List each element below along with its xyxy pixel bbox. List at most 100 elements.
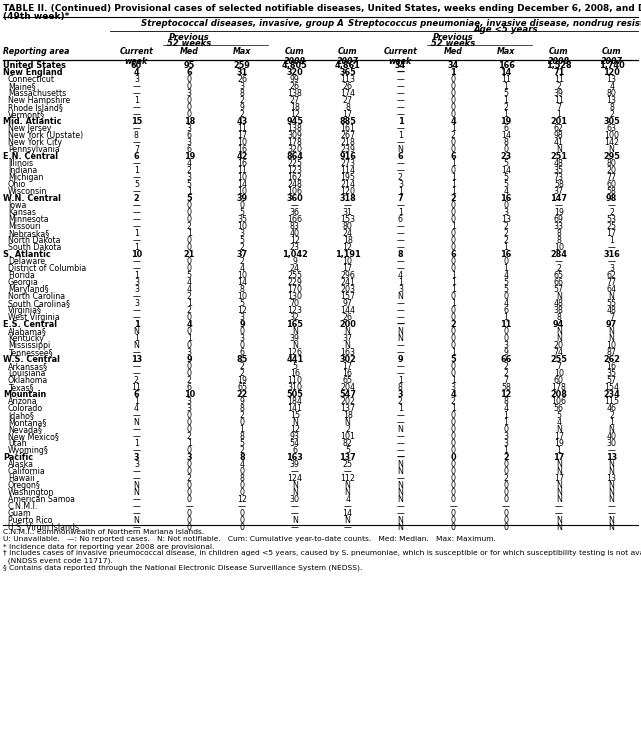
Text: 8: 8 xyxy=(240,404,244,413)
Text: N: N xyxy=(609,334,615,344)
Text: N: N xyxy=(556,467,562,476)
Text: 0: 0 xyxy=(503,334,508,344)
Text: 58: 58 xyxy=(606,187,617,196)
Text: 38: 38 xyxy=(554,307,563,316)
Text: 0: 0 xyxy=(451,215,456,224)
Text: 62: 62 xyxy=(606,271,617,280)
Text: 21: 21 xyxy=(183,251,195,259)
Text: Texas§: Texas§ xyxy=(8,384,33,393)
Text: 16: 16 xyxy=(342,369,353,378)
Text: 0: 0 xyxy=(240,202,244,211)
Text: 0: 0 xyxy=(451,481,456,490)
Text: 0: 0 xyxy=(503,495,508,504)
Text: 31: 31 xyxy=(342,208,353,217)
Text: 6: 6 xyxy=(292,446,297,455)
Text: 255: 255 xyxy=(551,356,567,365)
Text: 7: 7 xyxy=(609,313,614,322)
Text: 0: 0 xyxy=(503,488,508,498)
Text: 30: 30 xyxy=(606,439,617,448)
Text: 11: 11 xyxy=(554,76,564,85)
Text: 1: 1 xyxy=(451,299,456,308)
Text: 10: 10 xyxy=(342,257,353,267)
Text: 4: 4 xyxy=(187,320,192,329)
Text: Med: Med xyxy=(444,47,463,56)
Text: Florida: Florida xyxy=(8,271,35,280)
Text: 8: 8 xyxy=(556,313,562,322)
Text: 63: 63 xyxy=(606,125,617,134)
Text: 2: 2 xyxy=(240,97,244,105)
Text: 123: 123 xyxy=(287,166,303,175)
Text: N: N xyxy=(609,523,615,532)
Text: 239: 239 xyxy=(340,145,355,154)
Text: C.N.M.I.: Commonwealth of Northern Mariana Islands.: C.N.M.I.: Commonwealth of Northern Maria… xyxy=(3,529,204,535)
Text: 1: 1 xyxy=(187,299,192,308)
Text: 10: 10 xyxy=(183,390,195,399)
Text: 0: 0 xyxy=(451,369,456,378)
Text: 98: 98 xyxy=(606,194,617,203)
Text: 0: 0 xyxy=(187,313,192,322)
Text: 1: 1 xyxy=(451,348,456,357)
Text: 83: 83 xyxy=(290,222,300,231)
Text: Rhode Island§: Rhode Island§ xyxy=(8,103,63,112)
Text: 14: 14 xyxy=(237,279,247,288)
Text: 120: 120 xyxy=(603,68,620,77)
Text: 62: 62 xyxy=(554,125,564,134)
Text: 39: 39 xyxy=(290,334,300,344)
Text: New Mexico§: New Mexico§ xyxy=(8,433,59,442)
Text: 1: 1 xyxy=(556,110,562,119)
Text: —: — xyxy=(133,433,140,442)
Text: 23: 23 xyxy=(501,153,512,162)
Text: 3: 3 xyxy=(187,348,192,357)
Text: 124: 124 xyxy=(287,474,303,483)
Text: 54: 54 xyxy=(290,439,300,448)
Text: 1: 1 xyxy=(134,230,139,239)
Text: 138: 138 xyxy=(287,89,303,98)
Text: —: — xyxy=(133,202,140,211)
Text: N: N xyxy=(292,341,297,350)
Text: 4: 4 xyxy=(503,187,508,196)
Text: 214: 214 xyxy=(340,180,355,190)
Text: 5: 5 xyxy=(556,411,562,421)
Text: 0: 0 xyxy=(451,103,456,112)
Text: Arizona: Arizona xyxy=(8,397,38,406)
Text: N: N xyxy=(292,481,297,490)
Text: 101: 101 xyxy=(340,433,355,442)
Text: 37: 37 xyxy=(342,334,353,344)
Text: 4: 4 xyxy=(398,271,403,280)
Text: 0: 0 xyxy=(451,488,456,498)
Text: 0: 0 xyxy=(451,446,456,455)
Text: 98: 98 xyxy=(554,131,563,140)
Text: N: N xyxy=(133,488,139,498)
Text: 0: 0 xyxy=(187,82,192,91)
Text: N: N xyxy=(292,418,297,427)
Text: N: N xyxy=(397,523,403,532)
Text: —: — xyxy=(397,299,404,308)
Text: 3: 3 xyxy=(503,439,508,448)
Text: 9: 9 xyxy=(292,257,297,267)
Text: 1: 1 xyxy=(134,243,139,252)
Text: 0: 0 xyxy=(451,202,456,211)
Text: 3: 3 xyxy=(240,230,244,239)
Text: 1: 1 xyxy=(187,230,192,239)
Text: C.N.M.I.: C.N.M.I. xyxy=(8,502,38,511)
Text: 5: 5 xyxy=(240,299,244,308)
Text: 3: 3 xyxy=(187,453,192,462)
Text: N: N xyxy=(556,425,562,434)
Text: 174: 174 xyxy=(340,89,355,98)
Text: 1: 1 xyxy=(451,159,456,168)
Text: 1: 1 xyxy=(451,222,456,231)
Text: N: N xyxy=(556,145,562,154)
Text: 3: 3 xyxy=(503,341,508,350)
Text: —: — xyxy=(397,159,404,168)
Text: 17: 17 xyxy=(554,433,564,442)
Text: —: — xyxy=(397,243,404,252)
Text: 5: 5 xyxy=(503,174,508,182)
Text: 58: 58 xyxy=(501,384,511,393)
Text: 113: 113 xyxy=(340,76,355,85)
Text: Hawaii: Hawaii xyxy=(8,474,35,483)
Text: 2: 2 xyxy=(609,110,614,119)
Text: New York (Upstate): New York (Upstate) xyxy=(8,131,83,140)
Text: 74: 74 xyxy=(554,348,564,357)
Text: 1: 1 xyxy=(398,404,403,413)
Text: N: N xyxy=(556,495,562,504)
